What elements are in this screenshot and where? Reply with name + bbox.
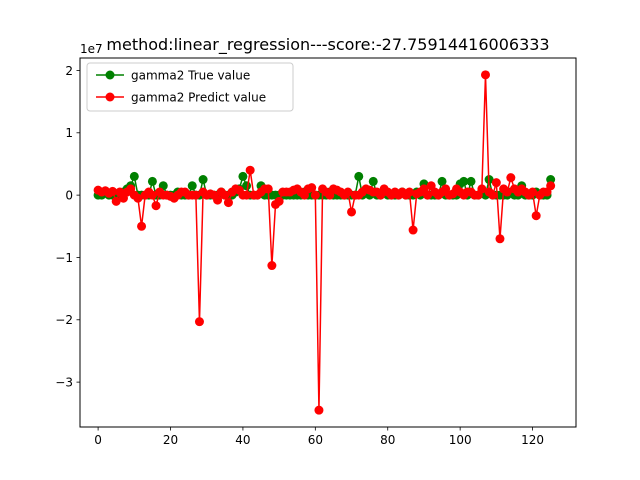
data-point	[307, 183, 317, 193]
x-tick-label: 100	[449, 433, 472, 447]
data-point	[502, 187, 512, 197]
data-point	[506, 173, 516, 183]
data-point	[223, 198, 233, 208]
data-point	[477, 184, 487, 194]
data-point	[111, 196, 121, 206]
x-tick-label: 60	[308, 433, 323, 447]
data-point	[129, 171, 139, 181]
data-point	[213, 195, 223, 205]
data-point	[495, 234, 505, 244]
y-tick-label: 0	[65, 188, 73, 202]
data-point	[491, 178, 501, 188]
data-point	[245, 165, 255, 175]
data-point	[528, 187, 538, 197]
y-tick-label: 2	[65, 64, 73, 78]
data-point	[466, 176, 476, 186]
series-line	[97, 74, 552, 411]
data-point	[238, 171, 248, 181]
data-point	[147, 176, 157, 186]
data-point	[137, 221, 147, 231]
y-tick-label: 1	[65, 126, 73, 140]
data-point	[310, 190, 320, 200]
data-point	[546, 181, 556, 191]
data-point	[133, 193, 143, 203]
data-point	[198, 175, 208, 185]
legend-predict-marker	[105, 92, 115, 102]
data-point	[151, 201, 161, 211]
data-point	[480, 70, 490, 80]
chart-title: method:linear_regression---score:-27.759…	[106, 35, 549, 55]
y-tick-label: −2	[55, 313, 73, 327]
legend-true-label: gamma2 True value	[131, 69, 250, 83]
data-point	[263, 184, 273, 194]
data-point	[147, 190, 157, 200]
x-axis: 0 20 40 60 80 100 120	[94, 427, 544, 447]
x-tick-label: 20	[163, 433, 178, 447]
x-tick-label: 0	[94, 433, 102, 447]
data-point	[531, 211, 541, 221]
data-point	[347, 207, 357, 217]
data-point	[314, 405, 324, 415]
data-point	[408, 225, 418, 235]
legend-box	[86, 62, 294, 112]
y-axis: −3 −2 −1 0 1 2	[55, 64, 80, 389]
data-point	[488, 190, 498, 200]
x-tick-label: 40	[235, 433, 250, 447]
data-point	[267, 261, 277, 271]
data-point	[220, 190, 230, 200]
data-point	[368, 176, 378, 186]
data-point	[423, 190, 433, 200]
series-predict-value	[93, 70, 556, 415]
data-point	[108, 186, 118, 196]
data-point	[459, 176, 469, 186]
legend-true-marker	[105, 70, 115, 80]
data-point	[404, 187, 414, 197]
data-point	[194, 317, 204, 327]
data-point	[191, 190, 201, 200]
legend: gamma2 True value gamma2 Predict value	[86, 62, 294, 112]
x-tick-label: 120	[521, 433, 544, 447]
data-point	[546, 175, 556, 185]
plot-frame	[79, 57, 577, 428]
y-offset-label: 1e7	[80, 42, 103, 56]
series-layer	[93, 70, 556, 415]
data-point	[274, 196, 284, 206]
data-point	[242, 190, 252, 200]
legend-predict-label: gamma2 Predict value	[131, 91, 266, 105]
data-point	[343, 187, 353, 197]
data-point	[354, 171, 364, 181]
x-tick-label: 80	[380, 433, 395, 447]
y-tick-label: −3	[55, 375, 73, 389]
data-point	[187, 181, 197, 191]
y-tick-label: −1	[55, 251, 73, 265]
data-point	[437, 176, 447, 186]
